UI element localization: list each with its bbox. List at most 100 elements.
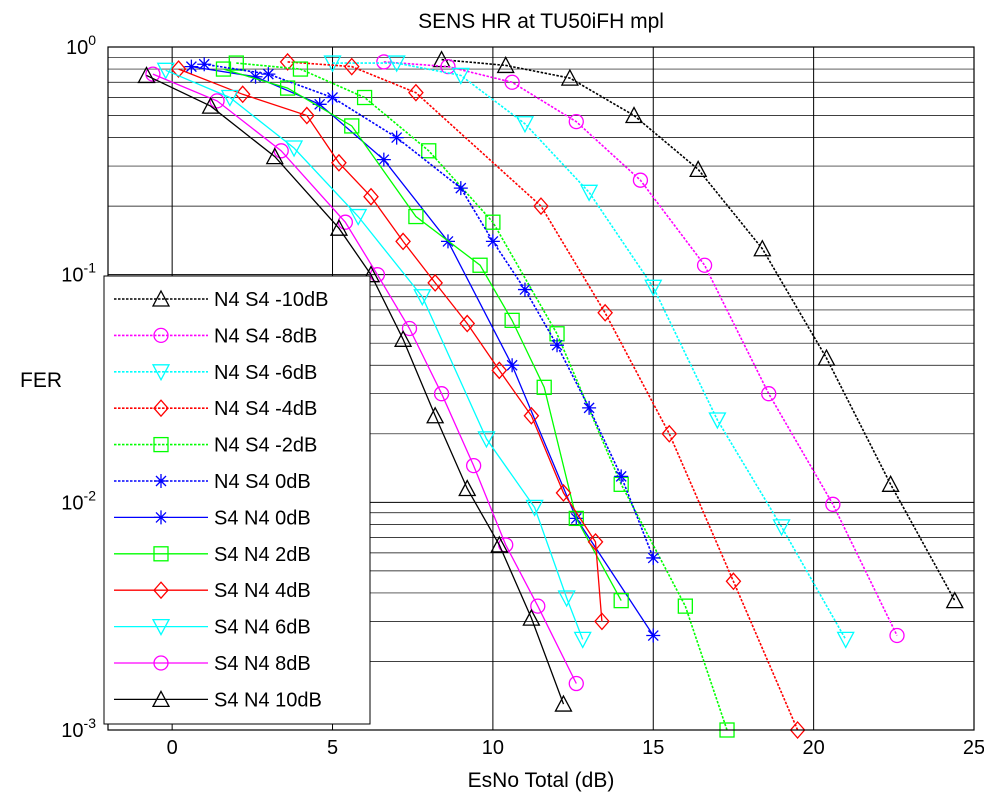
data-point — [597, 303, 614, 322]
data-point — [825, 496, 841, 512]
data-point — [554, 694, 573, 712]
series-3 — [279, 52, 806, 739]
data-point — [761, 386, 777, 402]
series-5 — [197, 57, 661, 565]
data-point — [389, 130, 404, 145]
legend-label: S4 N4 8dB — [214, 653, 311, 675]
data-point — [525, 499, 544, 517]
legend-entry: N4 S4 -4dB — [114, 398, 317, 420]
legend-entry: N4 S4 -6dB — [114, 362, 317, 384]
data-point — [170, 60, 187, 79]
x-tick-label: 10 — [482, 737, 504, 759]
data-point — [279, 80, 296, 96]
data-point — [646, 550, 661, 565]
data-point — [644, 279, 663, 297]
data-point — [646, 628, 661, 643]
data-point — [594, 612, 610, 631]
legend-swatch-marker — [151, 690, 171, 708]
data-point — [426, 406, 445, 424]
series-line — [287, 61, 799, 731]
data-point — [568, 114, 584, 130]
legend-entry: S4 N4 2dB — [114, 544, 311, 566]
data-point — [427, 273, 444, 292]
data-point — [560, 68, 579, 86]
legend-swatch-marker — [153, 327, 169, 344]
data-point — [496, 56, 515, 74]
data-point — [557, 590, 576, 608]
data-point — [817, 348, 836, 366]
series-4 — [228, 55, 735, 738]
data-point — [772, 519, 791, 537]
data-point — [465, 457, 482, 474]
data-point — [184, 59, 199, 74]
data-point — [587, 532, 604, 551]
data-point — [725, 572, 742, 591]
data-point — [408, 208, 424, 225]
data-point — [197, 57, 212, 72]
data-point — [696, 257, 713, 273]
legend-label: S4 N4 10dB — [214, 689, 322, 711]
legend-label: N4 S4 -8dB — [214, 325, 317, 347]
series-8 — [170, 60, 610, 631]
data-point — [517, 282, 532, 297]
x-tick-label: 20 — [803, 737, 825, 759]
legend-swatch-marker — [153, 655, 169, 671]
series-line — [332, 62, 847, 640]
data-point — [451, 67, 470, 85]
legend-entry: S4 N4 4dB — [114, 580, 311, 602]
data-point — [220, 89, 239, 107]
legend-swatch-marker — [153, 546, 169, 562]
y-tick-label: 10-2 — [61, 487, 96, 514]
legend: N4 S4 -10dB N4 S4 -8dB N4 S4 -6dB N4 S4 -4d… — [103, 275, 371, 725]
data-point — [555, 483, 572, 502]
data-point — [661, 424, 678, 443]
legend-label: N4 S4 -10dB — [214, 289, 329, 311]
data-point — [582, 400, 597, 415]
data-point — [395, 232, 411, 251]
data-point — [573, 631, 592, 649]
x-tick-label: 15 — [642, 737, 664, 759]
data-point — [491, 361, 508, 380]
data-point — [677, 598, 693, 614]
data-point — [485, 234, 500, 249]
data-point — [323, 55, 342, 73]
data-point — [485, 214, 501, 230]
series-line — [236, 62, 728, 731]
series-line — [383, 61, 898, 636]
legend-entry: N4 S4 -10dB — [114, 289, 329, 311]
data-point — [156, 62, 175, 80]
legend-label: S4 N4 4dB — [214, 580, 311, 602]
data-point — [356, 89, 373, 106]
series-line — [146, 74, 565, 705]
data-point — [376, 152, 391, 167]
data-point — [836, 631, 855, 649]
data-point — [209, 93, 225, 109]
legend-swatch-marker — [154, 474, 168, 488]
data-point — [325, 90, 340, 105]
y-tick-label: 100 — [66, 32, 96, 59]
data-point — [376, 54, 392, 70]
legend-entries: N4 S4 -10dB N4 S4 -8dB N4 S4 -6dB N4 S4 -4d… — [114, 289, 329, 711]
legend-label: N4 S4 0dB — [214, 471, 311, 493]
data-point — [505, 358, 520, 373]
series-line — [178, 68, 603, 622]
data-point — [533, 197, 549, 216]
data-point — [550, 338, 565, 353]
data-point — [137, 66, 156, 84]
x-tick-label: 25 — [963, 737, 984, 759]
data-point — [504, 312, 520, 329]
data-point — [228, 55, 244, 71]
legend-label: S4 N4 2dB — [214, 544, 311, 566]
data-point — [753, 239, 772, 257]
legend-entry: S4 N4 8dB — [114, 653, 311, 675]
data-point — [472, 257, 488, 273]
series-line — [165, 69, 584, 640]
data-point — [523, 406, 540, 425]
data-point — [421, 143, 437, 159]
data-point — [312, 97, 327, 112]
data-point — [504, 74, 520, 90]
data-point — [689, 160, 708, 178]
data-point — [145, 66, 161, 82]
data-point — [459, 314, 476, 333]
data-point — [387, 55, 406, 73]
